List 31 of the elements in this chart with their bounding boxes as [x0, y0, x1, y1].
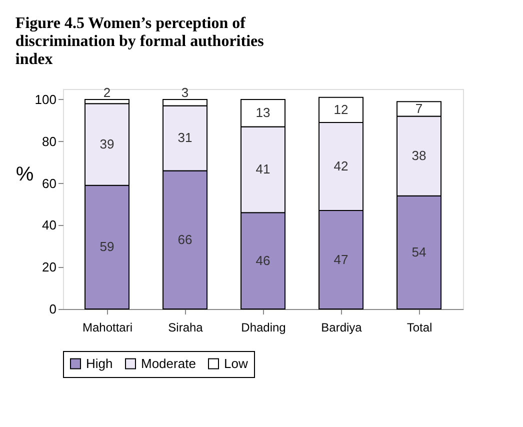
x-tick-label: Total — [406, 320, 432, 334]
legend-label: High — [86, 356, 113, 371]
data-label: 13 — [256, 105, 270, 120]
legend-label: Low — [224, 356, 248, 371]
y-tick-label: 0 — [49, 302, 56, 316]
data-label: 42 — [334, 158, 348, 174]
data-label: 54 — [412, 244, 426, 260]
x-tick-label: Mahottari — [82, 320, 133, 334]
x-tick-label: Dhading — [241, 320, 286, 334]
data-label: 47 — [334, 252, 348, 267]
data-label: 2 — [103, 85, 111, 100]
y-axis-title: % — [16, 164, 34, 186]
data-label: 7 — [415, 100, 423, 116]
y-tick-label: 80 — [42, 134, 56, 149]
data-label: 31 — [178, 130, 192, 146]
y-tick-label: 100 — [34, 92, 56, 107]
data-label: 59 — [100, 239, 114, 254]
y-tick-label: 40 — [42, 218, 56, 233]
chart-title: Figure 4.5 Women’s perception of discrimination by formal authorities index — [15, 15, 264, 68]
x-tick-label: Bardiya — [321, 320, 362, 334]
y-tick-label: 60 — [42, 176, 56, 191]
data-label: 39 — [100, 136, 114, 152]
legend-label: Moderate — [141, 356, 196, 371]
x-tick-label: Siraha — [168, 320, 204, 334]
data-label: 38 — [412, 148, 426, 164]
y-tick-label: 20 — [42, 260, 56, 275]
data-label: 66 — [178, 232, 192, 247]
data-label: 3 — [181, 85, 189, 100]
data-label: 41 — [256, 162, 270, 177]
data-label: 12 — [334, 102, 348, 117]
data-label: 46 — [256, 252, 270, 268]
